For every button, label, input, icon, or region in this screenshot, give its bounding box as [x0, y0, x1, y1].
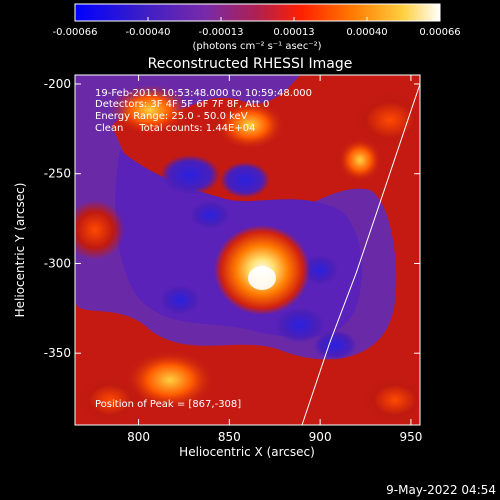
colorbar-tick-label: -0.00013 [199, 27, 244, 38]
method-counts-text: Clean Total counts: 1.44E+04 [95, 123, 255, 134]
y-tick-label: -200 [44, 77, 71, 91]
colorbar-tick-label: -0.00066 [53, 27, 98, 38]
colorbar-tick-label: 0.00066 [419, 27, 460, 38]
colorbar: -0.00066 -0.00040 -0.00013 0.00013 0.00040 0.… [53, 3, 461, 52]
heatmap-image [75, 75, 420, 425]
y-tick-label: -350 [44, 346, 71, 360]
x-tick-label: 950 [399, 430, 422, 444]
chart-title: Reconstructed RHESSI Image [148, 56, 353, 72]
colorbar-tick-label: 0.00040 [346, 27, 387, 38]
colorbar-tick-label: 0.00013 [273, 27, 314, 38]
x-axis-label: Heliocentric X (arcsec) [179, 445, 315, 459]
colorbar-tick-label: -0.00040 [126, 27, 171, 38]
plot-frame [74, 74, 421, 426]
y-axis-label: Heliocentric Y (arcsec) [13, 183, 27, 318]
detectors-text: Detectors: 3F 4F 5F 6F 7F 8F, Att 0 [95, 99, 269, 110]
annotation-block: 19-Feb-2011 10:53:48.000 to 10:59:48.000… [95, 88, 312, 410]
x-tick-label: 800 [127, 430, 150, 444]
x-tick-label: 900 [309, 430, 332, 444]
y-tick-label: -250 [44, 167, 71, 181]
peak-position-text: Position of Peak = [867,-308] [95, 399, 241, 410]
x-tick-label: 850 [218, 430, 241, 444]
energy-range-text: Energy Range: 25.0 - 50.0 keV [95, 111, 248, 122]
date-range-text: 19-Feb-2011 10:53:48.000 to 10:59:48.000 [95, 88, 312, 99]
timestamp-text: 9-May-2022 04:54 [386, 483, 496, 497]
colorbar-unit-label: (photons cm⁻² s⁻¹ asec⁻²) [192, 41, 321, 52]
axes: 800 850 900 950 -200 -250 -300 -350 [44, 75, 422, 444]
solar-limb-line [301, 83, 420, 425]
y-tick-label: -300 [44, 256, 71, 270]
colorbar-ticks: -0.00066 -0.00040 -0.00013 0.00013 0.00040 0.… [53, 17, 461, 38]
